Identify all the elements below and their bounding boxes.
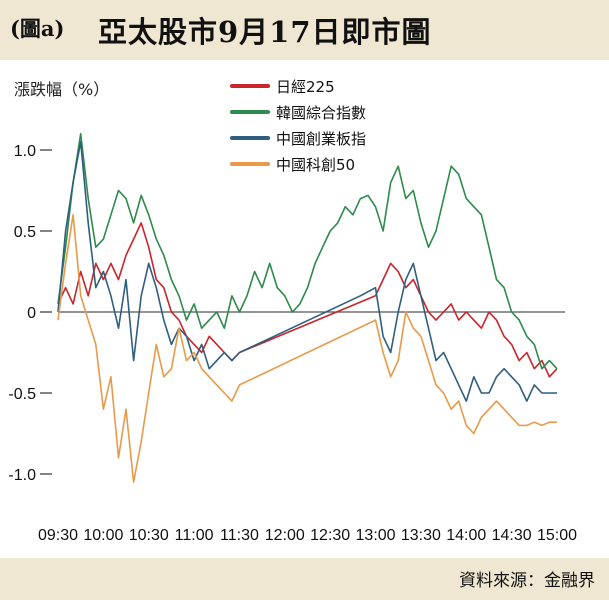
legend-label: 日經225 <box>276 78 335 96</box>
x-tick-label: 11:30 <box>220 527 259 544</box>
y-tick-label: 1.0 <box>14 143 36 160</box>
legend-label: 韓國綜合指數 <box>276 104 366 122</box>
x-tick-label: 13:30 <box>401 527 441 544</box>
x-tick-label: 10:00 <box>83 527 123 544</box>
source-band <box>0 558 609 600</box>
x-tick-label: 12:00 <box>265 527 305 544</box>
x-tick-label: 14:00 <box>446 527 486 544</box>
x-tick-label: 14:30 <box>492 527 532 544</box>
y-axis-label: 漲跌幅（%） <box>14 80 110 99</box>
series-line <box>57 214 557 483</box>
source-note: 資料來源：金融界 <box>459 571 595 591</box>
legend-label: 中國創業板指 <box>276 130 366 148</box>
x-tick-label: 11:00 <box>175 527 214 544</box>
figure-tag: (圖a) <box>10 16 65 41</box>
chart-title: 亞太股市9月17日即市圖 <box>98 15 432 49</box>
legend-label: 中國科創50 <box>276 156 355 174</box>
x-tick-label: 09:30 <box>38 527 78 544</box>
y-tick-label: -1.0 <box>8 467 36 484</box>
y-tick-label: 0.5 <box>14 224 36 241</box>
x-tick-label: 13:00 <box>356 527 396 544</box>
series-line <box>57 141 557 402</box>
series-line <box>57 222 558 378</box>
x-tick-label: 12:30 <box>310 527 350 544</box>
y-tick-label: -0.5 <box>8 386 36 403</box>
x-tick-label: 10:30 <box>129 527 169 544</box>
y-tick-label: 0 <box>27 305 36 322</box>
series-line <box>57 133 558 370</box>
x-tick-label: 15:00 <box>537 527 577 544</box>
header-band <box>0 0 609 60</box>
